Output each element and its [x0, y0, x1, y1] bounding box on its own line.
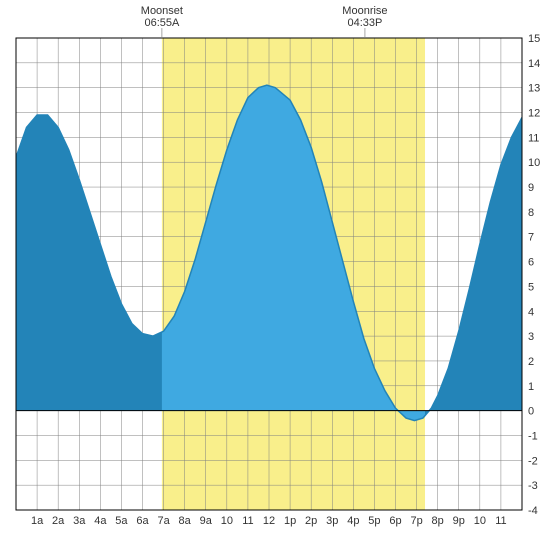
x-tick-label: 4a: [94, 515, 107, 527]
y-tick-label: 7: [528, 232, 534, 244]
x-tick-label: 7p: [410, 515, 422, 527]
y-tick-label: 5: [528, 281, 534, 293]
y-tick-label: 2: [528, 356, 534, 368]
x-tick-label: 6p: [389, 515, 401, 527]
y-tick-label: 4: [528, 306, 534, 318]
x-tick-label: 12: [263, 515, 275, 527]
y-tick-label: 12: [528, 108, 540, 120]
x-tick-label: 5p: [368, 515, 380, 527]
y-tick-label: 3: [528, 331, 534, 343]
annotation-label: Moonrise: [342, 5, 387, 17]
y-tick-label: -1: [528, 430, 538, 442]
x-tick-label: 1p: [284, 515, 296, 527]
y-tick-label: 0: [528, 406, 534, 418]
y-tick-label: 1: [528, 381, 534, 393]
y-tick-label: 13: [528, 83, 540, 95]
x-tick-label: 6a: [136, 515, 149, 527]
y-tick-label: -2: [528, 455, 538, 467]
x-tick-label: 7a: [157, 515, 170, 527]
x-tick-label: 1a: [31, 515, 44, 527]
x-tick-label: 11: [242, 515, 253, 527]
tide-chart-viewport: 1a2a3a4a5a6a7a8a9a1011121p2p3p4p5p6p7p8p…: [0, 0, 550, 550]
y-tick-label: 8: [528, 207, 534, 219]
y-tick-label: 11: [528, 132, 539, 144]
tide-chart: 1a2a3a4a5a6a7a8a9a1011121p2p3p4p5p6p7p8p…: [0, 0, 550, 550]
y-tick-label: 9: [528, 182, 534, 194]
y-tick-label: -4: [528, 505, 538, 517]
y-tick-label: 6: [528, 257, 534, 269]
y-tick-label: 15: [528, 33, 540, 45]
x-tick-label: 10: [474, 515, 486, 527]
x-tick-label: 2a: [52, 515, 65, 527]
x-tick-label: 4p: [347, 515, 359, 527]
x-tick-label: 8p: [432, 515, 444, 527]
x-tick-label: 3p: [326, 515, 338, 527]
annotation-label: Moonset: [141, 5, 183, 17]
chart-svg: 1a2a3a4a5a6a7a8a9a1011121p2p3p4p5p6p7p8p…: [0, 0, 550, 550]
y-tick-label: 14: [528, 58, 540, 70]
x-tick-label: 10: [221, 515, 233, 527]
x-tick-label: 9a: [200, 515, 213, 527]
x-tick-label: 2p: [305, 515, 317, 527]
x-tick-label: 8a: [179, 515, 192, 527]
annotation-time: 04:33P: [347, 17, 382, 29]
y-tick-label: -3: [528, 480, 538, 492]
annotation-time: 06:55A: [144, 17, 180, 29]
x-tick-label: 5a: [115, 515, 128, 527]
x-tick-label: 9p: [453, 515, 465, 527]
y-tick-label: 10: [528, 157, 540, 169]
x-tick-label: 11: [495, 515, 506, 527]
x-tick-label: 3a: [73, 515, 86, 527]
